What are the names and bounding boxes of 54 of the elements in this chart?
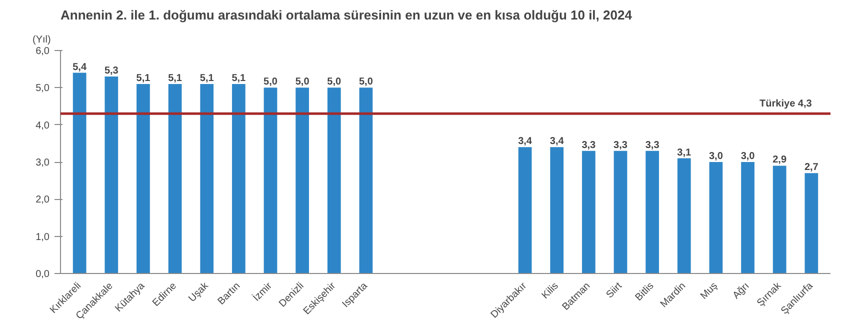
x-tick-label: Kilis <box>540 280 561 302</box>
data-label: 5,4 <box>72 62 87 73</box>
y-tick-label: 5,0 <box>36 83 50 94</box>
x-tick-label: Siirt <box>604 280 625 301</box>
ref-line-label: Türkiye 4,3 <box>760 98 812 110</box>
y-tick-label: 4,0 <box>36 120 50 132</box>
bar <box>582 150 596 274</box>
data-label: 5,0 <box>264 76 278 88</box>
y-tick-label: 6,0 <box>36 46 50 57</box>
bar <box>72 72 86 274</box>
bar <box>104 76 118 274</box>
data-label: 2,7 <box>804 162 819 174</box>
y-tick-label: 0,0 <box>36 269 50 280</box>
bar <box>232 84 246 274</box>
bar <box>614 150 628 274</box>
chart-title: Annenin 2. ile 1. doğumu arasındaki ortalama süresinin en uzun ve en kısa olduğu 10 il, 2024 <box>60 8 633 22</box>
data-label: 5,1 <box>136 72 151 84</box>
data-label: 3,0 <box>740 151 756 162</box>
data-label: 3,3 <box>582 140 596 151</box>
data-label: 5,1 <box>232 72 246 84</box>
x-tick-label: Muş <box>698 280 720 302</box>
bar <box>200 84 214 274</box>
bar <box>136 84 150 274</box>
data-label: 3,4 <box>550 136 564 148</box>
bar <box>518 147 532 274</box>
bar <box>741 162 754 274</box>
data-label: 5,0 <box>359 76 374 88</box>
data-label: 5,1 <box>168 72 182 84</box>
y-axis-title: (Yıl) <box>32 34 51 46</box>
data-label: 5,0 <box>295 76 310 88</box>
bar <box>168 84 182 274</box>
bar <box>296 88 309 274</box>
y-tick-label: 3,0 <box>36 158 50 168</box>
bar <box>264 88 278 274</box>
data-label: 5,1 <box>200 72 214 84</box>
data-label: 5,3 <box>104 66 119 77</box>
bar <box>677 158 691 274</box>
x-tick-label: Ağrı <box>730 280 752 302</box>
bar <box>772 166 786 274</box>
bar <box>327 88 341 274</box>
bar <box>359 88 373 274</box>
data-label: 3,3 <box>614 140 628 151</box>
y-tick-label: 1,0 <box>36 232 50 243</box>
y-tick-label: 2,0 <box>36 194 50 206</box>
bar <box>646 150 659 274</box>
bar <box>804 173 818 274</box>
data-label: 3,3 <box>645 140 660 151</box>
data-label: 5,0 <box>327 76 342 88</box>
data-label: 3,4 <box>518 136 532 148</box>
bar <box>709 162 723 274</box>
data-label: 2,9 <box>772 154 787 166</box>
data-label: 3,1 <box>677 147 692 158</box>
bar <box>550 147 564 274</box>
data-label: 3,0 <box>709 151 724 162</box>
